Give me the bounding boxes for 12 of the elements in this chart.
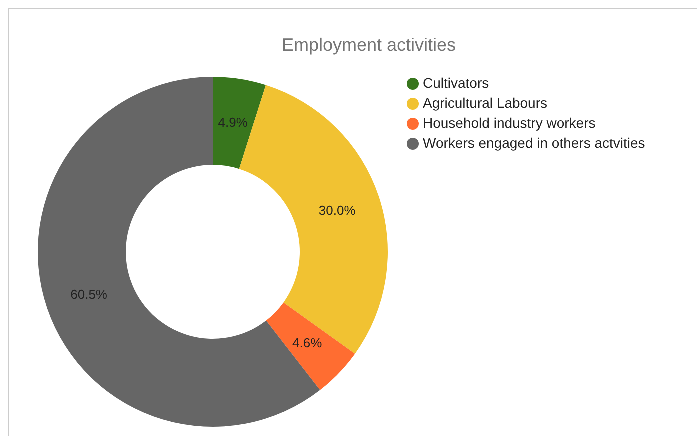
donut-slice (38, 77, 320, 427)
legend-label: Household industry workers (423, 115, 596, 131)
data-label: 4.6% (292, 335, 323, 350)
donut-slice (213, 77, 266, 170)
donut-slice (266, 302, 356, 390)
data-label: 4.9% (218, 115, 248, 130)
legend-label: Workers engaged in others actvities (423, 135, 646, 151)
data-label: 30.0% (318, 203, 356, 218)
legend-label: Agricultural Labours (423, 95, 548, 111)
legend-label: Cultivators (423, 75, 490, 91)
chart-title: Employment activities (280, 35, 458, 56)
data-label: 60.5% (70, 286, 108, 302)
